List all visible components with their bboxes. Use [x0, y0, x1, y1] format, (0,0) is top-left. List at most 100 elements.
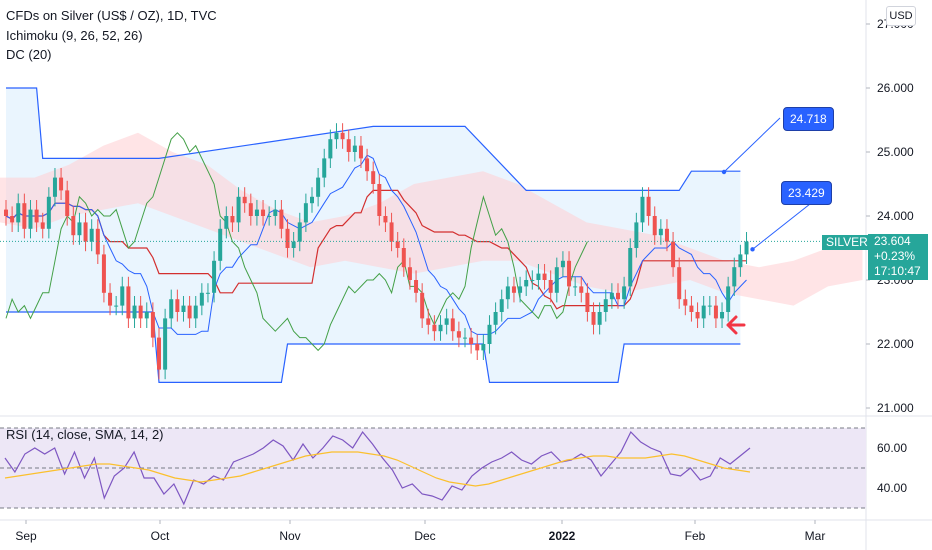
rsi-ma-line: [4, 451, 751, 487]
candle-body: [640, 196, 645, 223]
candle-body: [114, 305, 119, 307]
candle-body: [340, 132, 345, 140]
candle-body: [432, 324, 437, 332]
candle-body: [46, 196, 51, 229]
candle-body: [230, 216, 235, 223]
candle-body: [365, 158, 370, 172]
rsi-line: [4, 430, 751, 506]
candle-body: [52, 177, 57, 197]
candle-body: [579, 286, 584, 293]
candle-body: [622, 286, 627, 300]
candle-body: [463, 337, 467, 339]
candle-body: [677, 267, 682, 300]
candle-body: [297, 222, 302, 242]
candle-body: [169, 299, 174, 319]
callout-lower-price[interactable]: 23.429: [781, 181, 832, 205]
donchian-upper-band: [6, 87, 741, 191]
candle-body: [358, 145, 363, 159]
candle-body: [352, 145, 357, 152]
candle-body: [346, 139, 351, 152]
rsi-tick-label: 60.00: [877, 441, 907, 455]
candle-body: [328, 139, 333, 159]
candle-body: [658, 228, 663, 236]
candle-body: [738, 254, 743, 268]
candle-body: [322, 158, 327, 178]
callout-upper-price[interactable]: 24.718: [783, 107, 834, 131]
candle-body: [83, 222, 88, 242]
time-tick-label: Feb: [685, 529, 706, 543]
candle-body: [652, 216, 657, 236]
candle-body: [444, 318, 449, 325]
candle-body: [95, 228, 100, 255]
symbol-tag: SILVER: [822, 235, 872, 250]
candle-body: [120, 286, 125, 306]
candle-body: [744, 241, 749, 255]
candle-body: [524, 280, 529, 287]
price-tick-label: 24.000: [877, 209, 914, 223]
candle-body: [487, 324, 492, 344]
candle-body: [414, 280, 419, 293]
price-tick-label: 21.000: [877, 401, 914, 415]
currency-button[interactable]: USD: [886, 6, 916, 26]
time-tick-label: Oct: [151, 529, 170, 543]
candle-body: [573, 286, 578, 288]
candle-body: [499, 299, 504, 312]
price-change: +0.23%: [874, 249, 916, 263]
arrow-marker-icon: [726, 315, 746, 335]
candle-body: [371, 171, 376, 184]
candle-body: [585, 292, 590, 312]
candle-body: [34, 209, 39, 223]
time-tick-label: Dec: [414, 529, 435, 543]
callout-anchor: [721, 169, 727, 175]
time-tick-label: 2022: [549, 529, 576, 543]
rsi-legend[interactable]: RSI (14, close, SMA, 14, 2): [6, 427, 164, 442]
candle-body: [273, 209, 278, 216]
candle-body: [707, 305, 712, 307]
price-tick-label: 25.000: [877, 145, 914, 159]
candle-body: [163, 318, 168, 370]
candle-body: [456, 331, 461, 338]
tenkan-line: [5, 154, 747, 335]
candle-body: [157, 337, 161, 370]
candle-body: [126, 286, 131, 319]
donchian-lower-band: [6, 311, 741, 383]
candle-body: [71, 216, 76, 236]
chikou-line: [5, 132, 588, 352]
candle-body: [713, 305, 718, 319]
candle-body: [242, 196, 247, 204]
candle-body: [285, 228, 290, 248]
candle-body: [407, 267, 412, 280]
bar-countdown: 17:10:47: [874, 264, 921, 278]
candle-body: [438, 324, 443, 332]
candle-body: [726, 286, 731, 312]
candle-body: [664, 228, 669, 242]
candle-body: [597, 312, 602, 325]
candle-body: [609, 292, 614, 300]
candle-body: [218, 228, 223, 261]
candle-body: [377, 184, 382, 216]
candle-body: [536, 273, 541, 280]
price-tick-label: 22.000: [877, 337, 914, 351]
candle-body: [389, 222, 394, 242]
candle-body: [254, 209, 259, 216]
candle-body: [518, 286, 523, 293]
candle-body: [530, 280, 535, 281]
candle-body: [224, 216, 229, 229]
chart-title-legend[interactable]: CFDs on Silver (US$ / OZ), 1D, TVC: [6, 8, 217, 23]
candle-body: [542, 273, 547, 280]
candle-body: [548, 280, 553, 293]
candle-body: [505, 286, 510, 300]
candle-body: [65, 190, 70, 216]
ichimoku-cloud: [0, 132, 863, 306]
donchian-legend[interactable]: DC (20): [6, 47, 52, 62]
candle-body: [511, 286, 516, 293]
rsi-tick-label: 40.00: [877, 481, 907, 495]
candle-body: [493, 312, 498, 325]
ichimoku-legend[interactable]: Ichimoku (9, 26, 52, 26): [6, 28, 143, 43]
candle-body: [40, 222, 45, 229]
candle-body: [291, 241, 296, 248]
candle-body: [150, 312, 155, 338]
candle-body: [310, 196, 314, 204]
candle-body: [591, 312, 596, 325]
